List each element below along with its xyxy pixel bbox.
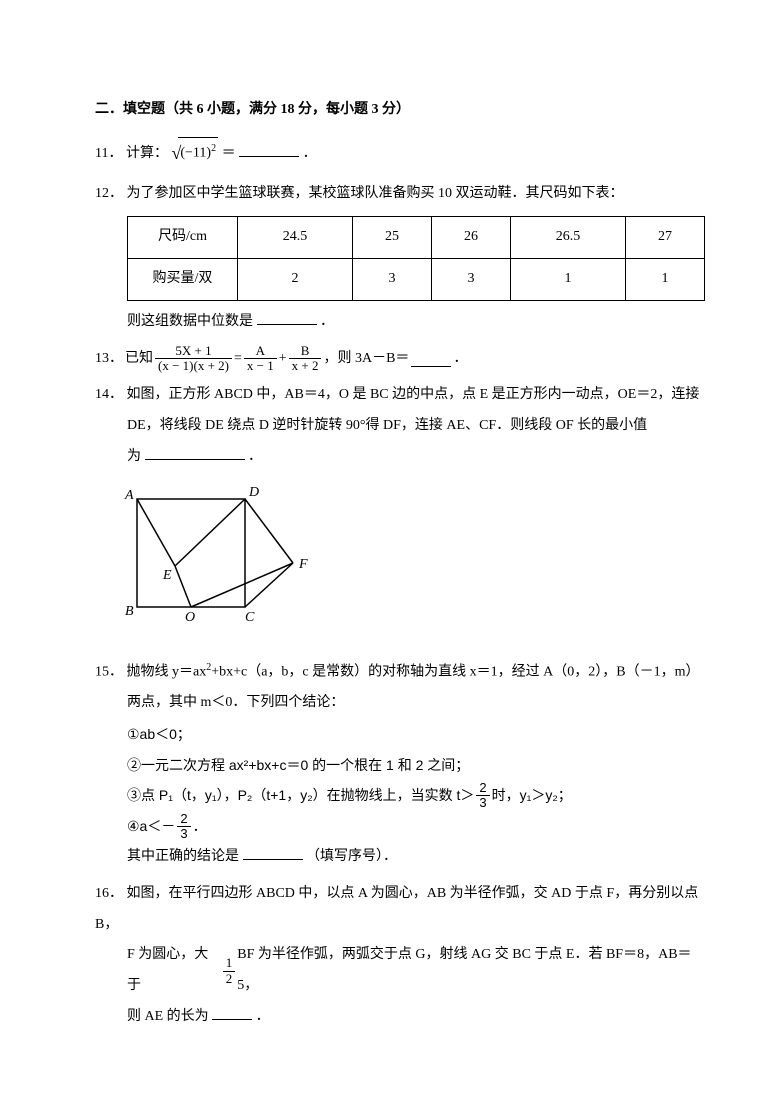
- td: 1: [626, 258, 705, 300]
- q15-footer: 其中正确的结论是: [127, 849, 239, 864]
- q15-opt1: ①ab＜0；: [95, 719, 705, 750]
- frac-den: x − 1: [244, 359, 277, 373]
- question-15: 15． 抛物线 y＝ax 2 +bx+c（a，b，c 是常数）的对称轴为直线 x＝1…: [95, 657, 705, 873]
- q12-num: 12．: [95, 186, 123, 201]
- frac-den: 3: [177, 827, 190, 841]
- q12-blank[interactable]: [257, 309, 317, 325]
- q16-line2b: BF 为半径作弧，两弧交于点 G，射线 AG 交 BC 于点 E．若 BF＝8，…: [237, 940, 705, 1002]
- q16-line2a: F 为圆心，大于: [127, 940, 221, 1002]
- td: 24.5: [238, 217, 353, 259]
- q16-line3: 则 AE 的长为: [127, 1009, 209, 1024]
- table-row: 购买量/双 2 3 3 1 1: [128, 258, 705, 300]
- q14-line2: DE，将线段 DE 绕点 D 逆时针旋转 90°得 DF，连接 AE、CF．则线…: [127, 418, 647, 433]
- frac-1: 5X + 1 (x − 1)(x + 2): [155, 344, 232, 374]
- q14-blank[interactable]: [145, 444, 245, 460]
- q14-num: 14．: [95, 387, 123, 402]
- td: 26: [432, 217, 511, 259]
- geometry-figure: A D B C O E F: [115, 481, 705, 649]
- q15-opt3: ③点 P₁（t，y₁），P₂（t+1，y₂）在抛物线上，当实数 t＞ 2 3 时…: [95, 780, 705, 811]
- q11-num: 11．: [95, 146, 122, 161]
- q15-line2: 两点，其中 m＜0．下列四个结论：: [95, 688, 705, 719]
- q11-blank[interactable]: [239, 141, 299, 157]
- eq: =: [234, 344, 242, 375]
- table-row: 尺码/cm 24.5 25 26 26.5 27: [128, 217, 705, 259]
- q16-suffix: ．: [256, 1009, 270, 1024]
- th-qty: 购买量/双: [128, 258, 238, 300]
- frac-num: B: [289, 344, 322, 359]
- td: 3: [432, 258, 511, 300]
- td: 1: [510, 258, 625, 300]
- opt4a: ④a＜－: [127, 811, 175, 842]
- frac-3: B x + 2: [289, 344, 322, 374]
- td: 2: [238, 258, 353, 300]
- q15-opt2: ②一元二次方程 ax²+bx+c＝0 的一个根在 1 和 2 之间；: [95, 750, 705, 781]
- frac-2: A x − 1: [244, 344, 277, 374]
- td: 27: [626, 217, 705, 259]
- question-11: 11． 计算： √(−11)2 ＝ ．: [95, 134, 705, 174]
- q14-line1: 如图，正方形 ABCD 中，AB＝4，O 是 BC 边的中点，点 E 是正方形内…: [127, 387, 700, 402]
- frac-opt3: 2 3: [476, 781, 489, 811]
- sqrt-expr: √(−11)2: [171, 134, 218, 174]
- q11-equals: ＝: [222, 146, 236, 161]
- label-A: A: [124, 488, 134, 503]
- frac-den: 2: [223, 972, 236, 986]
- frac-den: 3: [476, 796, 489, 810]
- q12-suffix: ．: [320, 314, 334, 329]
- plus: +: [279, 344, 287, 375]
- frac-den: x + 2: [289, 359, 322, 373]
- label-O: O: [185, 610, 195, 625]
- opt3b: 时，y₁＞y₂；: [492, 780, 572, 811]
- q16-line1: 如图，在平行四边形 ABCD 中，以点 A 为圆心，AB 为半径作弧，交 AD …: [95, 886, 698, 932]
- q14-line3: 为: [127, 449, 141, 464]
- th-size: 尺码/cm: [128, 217, 238, 259]
- frac-num: A: [244, 344, 277, 359]
- q14-suffix: ．: [248, 449, 262, 464]
- q15-blank[interactable]: [243, 844, 303, 860]
- q12-text: 为了参加区中学生篮球联赛，某校篮球队准备购买 10 双运动鞋．其尺码如下表：: [127, 186, 624, 201]
- frac-den: (x − 1)(x + 2): [155, 359, 232, 373]
- td: 25: [353, 217, 432, 259]
- frac-num: 5X + 1: [155, 344, 232, 359]
- label-E: E: [162, 568, 172, 583]
- q16-blank[interactable]: [212, 1004, 252, 1020]
- q13-prefix: 已知: [125, 344, 153, 375]
- q13-blank[interactable]: [411, 351, 451, 367]
- td: 26.5: [510, 217, 625, 259]
- frac-q16: 1 2: [223, 956, 236, 986]
- q13-suffix: ．: [453, 344, 467, 375]
- sqrt-inner: (−11): [180, 146, 211, 161]
- q15-hint: （填写序号）．: [306, 849, 397, 864]
- shoe-table: 尺码/cm 24.5 25 26 26.5 27 购买量/双 2 3 3 1 1: [127, 216, 705, 301]
- q13-num: 13．: [95, 344, 123, 375]
- opt3a: ③点 P₁（t，y₁），P₂（t+1，y₂）在抛物线上，当实数 t＞: [127, 780, 474, 811]
- frac-num: 2: [177, 812, 190, 827]
- question-16: 16． 如图，在平行四边形 ABCD 中，以点 A 为圆心，AB 为半径作弧，交…: [95, 879, 705, 1033]
- question-14: 14． 如图，正方形 ABCD 中，AB＝4，O 是 BC 边的中点，点 E 是…: [95, 380, 705, 648]
- section-title: 二．填空题（共 6 小题，满分 18 分，每小题 3 分）: [95, 95, 705, 126]
- frac-num: 2: [476, 781, 489, 796]
- q13-after: ，则 3A－B＝: [323, 344, 409, 375]
- label-F: F: [298, 557, 308, 572]
- question-13: 13． 已知 5X + 1 (x − 1)(x + 2) = A x − 1 +…: [95, 344, 705, 375]
- q12-footer: 则这组数据中位数是: [127, 314, 253, 329]
- q11-prefix: 计算：: [126, 146, 168, 161]
- q15-num: 15．: [95, 664, 123, 679]
- question-12: 12． 为了参加区中学生篮球联赛，某校篮球队准备购买 10 双运动鞋．其尺码如下…: [95, 179, 705, 337]
- frac-num: 1: [223, 956, 236, 971]
- label-D: D: [248, 485, 259, 500]
- label-C: C: [245, 610, 255, 625]
- q15-line1a: 抛物线 y＝ax: [127, 664, 207, 679]
- frac-opt4: 2 3: [177, 812, 190, 842]
- td: 3: [353, 258, 432, 300]
- opt4b: ．: [193, 811, 207, 842]
- q15-opt4: ④a＜－ 2 3 ．: [95, 811, 705, 842]
- q11-suffix: ．: [303, 146, 317, 161]
- q15-line1b: +bx+c（a，b，c 是常数）的对称轴为直线 x＝1，经过 A（0，2），B（…: [211, 664, 699, 679]
- q16-num: 16．: [95, 886, 123, 901]
- label-B: B: [125, 604, 134, 619]
